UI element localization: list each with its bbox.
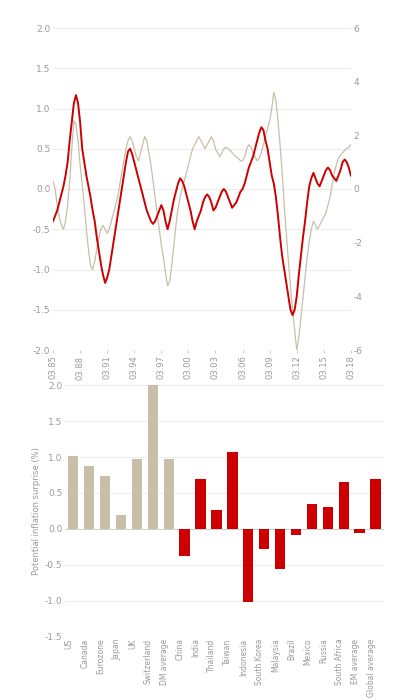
Bar xyxy=(355,529,365,533)
Bar xyxy=(68,456,78,529)
Bar xyxy=(227,452,237,529)
Bar xyxy=(259,529,269,550)
Bar xyxy=(275,529,285,568)
Bar xyxy=(84,466,94,529)
Bar xyxy=(100,476,110,529)
Bar xyxy=(148,385,158,529)
Bar xyxy=(211,510,222,529)
Bar xyxy=(243,529,253,603)
Bar xyxy=(164,459,174,529)
Bar xyxy=(370,479,381,529)
Bar xyxy=(180,529,190,557)
Bar xyxy=(339,482,349,529)
Bar xyxy=(323,508,333,529)
Bar xyxy=(116,514,126,529)
Bar xyxy=(132,459,142,529)
Bar xyxy=(307,504,317,529)
Bar xyxy=(195,479,206,529)
Y-axis label: Potential inflation surprise (%): Potential inflation surprise (%) xyxy=(32,447,41,575)
Legend: Inflation nowcasters, Inflation surprices: Inflation nowcasters, Inflation surprice… xyxy=(86,433,317,449)
Bar xyxy=(291,529,301,535)
